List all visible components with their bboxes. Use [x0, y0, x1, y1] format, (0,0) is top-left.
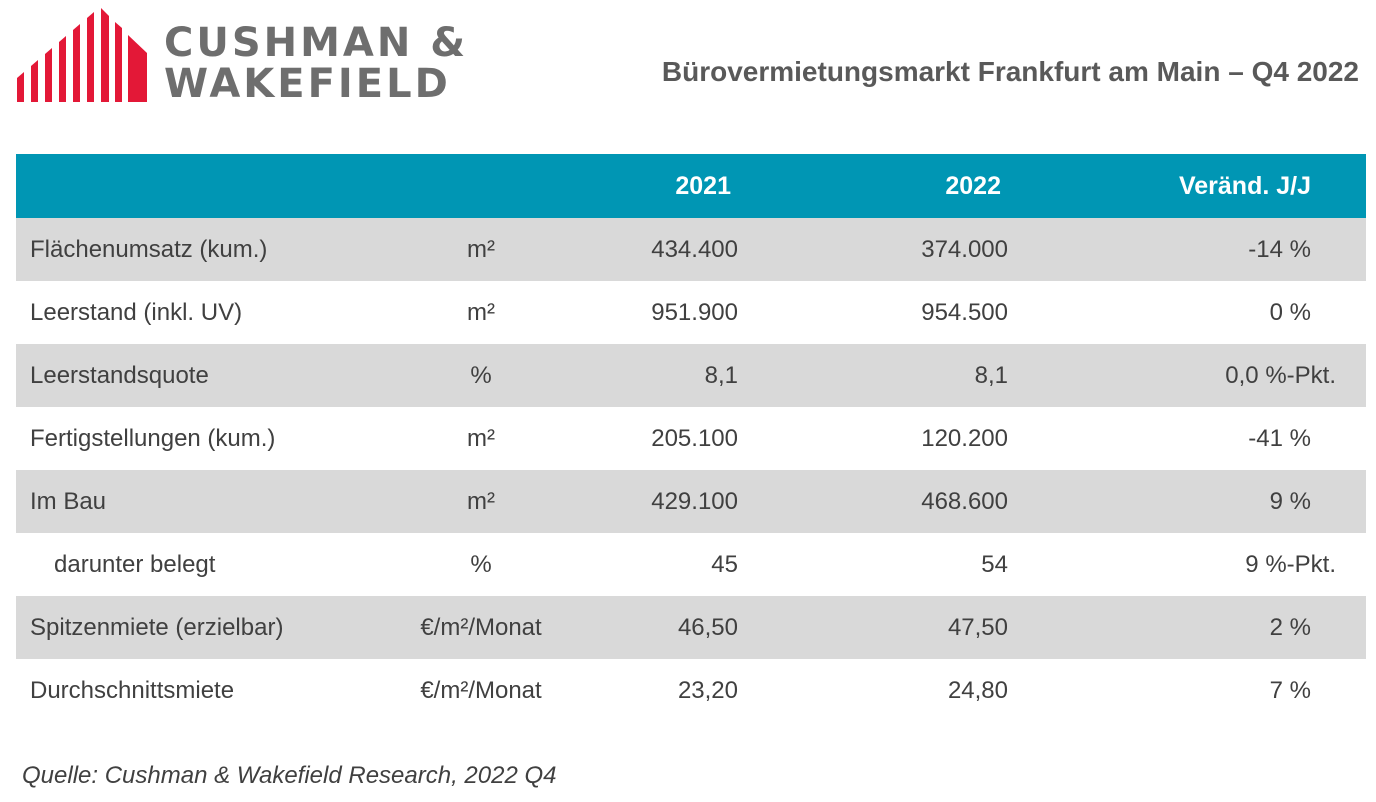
row-change: 7 %: [1269, 676, 1311, 704]
row-change: 0,0 %-Pkt.: [1225, 361, 1336, 389]
table-row: Flächenumsatz (kum.) m² 434.400 374.000 …: [16, 218, 1366, 281]
row-change: 2 %: [1269, 613, 1311, 641]
page-title: Bürovermietungsmarkt Frankfurt am Main –…: [661, 56, 1359, 87]
table-row: Spitzenmiete (erzielbar) €/m²/Monat 46,5…: [16, 596, 1366, 659]
row-unit: €/m²/Monat: [420, 613, 542, 641]
brand-line-1: CUSHMAN &: [164, 20, 469, 66]
row-value-2022: 24,80: [947, 676, 1008, 704]
row-value-2021: 429.100: [651, 487, 738, 515]
table-header-row: 2021 2022 Veränd. J/J: [16, 154, 1366, 218]
row-unit: m²: [467, 298, 495, 326]
row-change: 0 %: [1269, 298, 1311, 326]
table-row: Durchschnittsmiete €/m²/Monat 23,20 24,8…: [16, 659, 1366, 722]
header-change: Veränd. J/J: [1178, 171, 1311, 200]
row-label: Leerstandsquote: [30, 361, 209, 389]
row-value-2022: 8,1: [974, 361, 1008, 389]
table-row: Leerstand (inkl. UV) m² 951.900 954.500 …: [16, 281, 1366, 344]
row-value-2021: 8,1: [704, 361, 738, 389]
row-unit: m²: [467, 487, 495, 515]
row-label: Flächenumsatz (kum.): [30, 235, 268, 263]
row-value-2021: 23,20: [677, 676, 738, 704]
header-2021: 2021: [675, 171, 731, 200]
row-change: 9 %-Pkt.: [1245, 550, 1336, 578]
row-value-2021: 951.900: [651, 298, 738, 326]
market-data-table: 2021 2022 Veränd. J/J Flächenumsatz (kum…: [16, 154, 1366, 722]
row-change: -41 %: [1248, 424, 1311, 452]
brand-line-2: WAKEFIELD: [164, 61, 451, 107]
row-label: Durchschnittsmiete: [30, 676, 235, 704]
row-value-2021: 46,50: [677, 613, 738, 641]
header-2022: 2022: [945, 171, 1001, 200]
brand-wordmark: CUSHMAN & WAKEFIELD: [164, 23, 474, 105]
row-label: Leerstand (inkl. UV): [30, 298, 243, 326]
row-value-2022: 54: [981, 550, 1008, 578]
row-change: -14 %: [1248, 235, 1311, 263]
row-unit: m²: [467, 235, 495, 263]
row-value-2021: 205.100: [651, 424, 738, 452]
row-label: darunter belegt: [54, 550, 216, 578]
table-row: Leerstandsquote % 8,1 8,1 0,0 %-Pkt.: [16, 344, 1366, 407]
table-row: darunter belegt % 45 54 9 %-Pkt.: [16, 533, 1366, 596]
table-row: Fertigstellungen (kum.) m² 205.100 120.2…: [16, 407, 1366, 470]
row-label: Spitzenmiete (erzielbar): [30, 613, 284, 641]
row-label: Fertigstellungen (kum.): [30, 424, 276, 452]
header-label: [16, 154, 396, 218]
row-value-2022: 954.500: [921, 298, 1008, 326]
row-label: Im Bau: [30, 487, 107, 515]
row-unit: %: [470, 550, 492, 578]
row-value-2021: 434.400: [651, 235, 738, 263]
row-value-2022: 47,50: [947, 613, 1008, 641]
row-value-2022: 374.000: [921, 235, 1008, 263]
cushman-wakefield-logo-icon: [17, 8, 147, 102]
row-value-2022: 120.200: [921, 424, 1008, 452]
row-unit: %: [470, 361, 492, 389]
header-unit: [396, 154, 566, 218]
row-unit: €/m²/Monat: [420, 676, 542, 704]
row-value-2021: 45: [711, 550, 738, 578]
row-change: 9 %: [1269, 487, 1311, 515]
source-note: Quelle: Cushman & Wakefield Research, 20…: [22, 762, 557, 789]
table-row: Im Bau m² 429.100 468.600 9 %: [16, 470, 1366, 533]
row-unit: m²: [467, 424, 495, 452]
row-value-2022: 468.600: [921, 487, 1008, 515]
